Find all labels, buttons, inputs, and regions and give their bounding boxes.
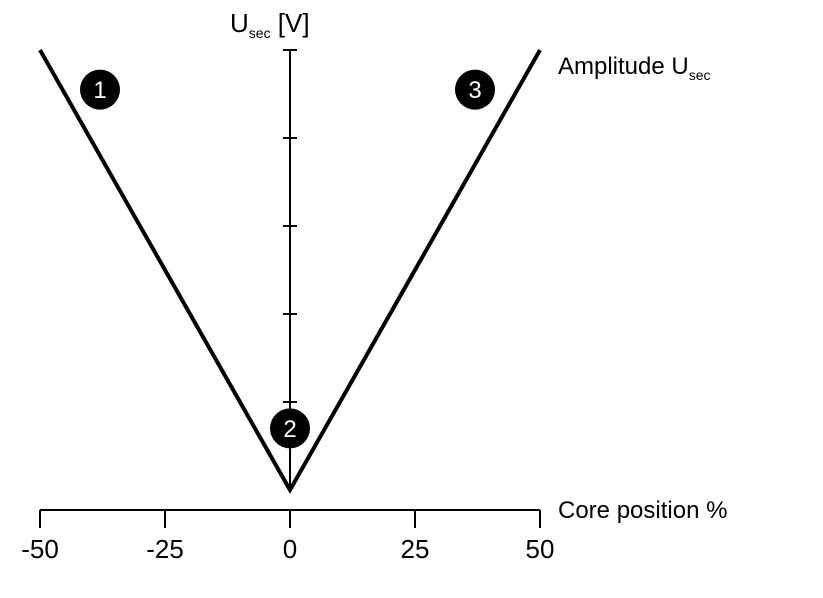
x-tick-label: 25 xyxy=(401,534,430,564)
y-axis-label: Usec [V] xyxy=(230,8,310,41)
x-tick-label: 50 xyxy=(526,534,555,564)
series-annotation: Amplitude Usec xyxy=(558,53,711,83)
x-tick-label: -50 xyxy=(21,534,59,564)
marker-label-3: 3 xyxy=(468,77,481,104)
marker-label-1: 1 xyxy=(93,77,106,104)
x-tick-label: 0 xyxy=(283,534,297,564)
x-tick-label: -25 xyxy=(146,534,184,564)
marker-label-2: 2 xyxy=(283,416,296,443)
lvdt-amplitude-chart: -50 -25 0 25 50Core position % Usec [V] Amplit… xyxy=(0,0,823,598)
x-axis-label: Core position % xyxy=(558,497,727,524)
